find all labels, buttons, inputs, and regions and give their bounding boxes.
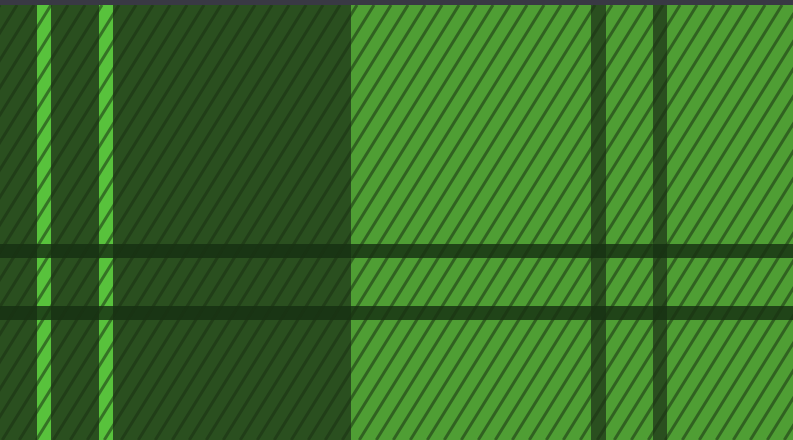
tartan-pattern xyxy=(0,5,793,440)
light-green-block xyxy=(351,5,793,440)
vertical-dark-stripe-2 xyxy=(653,5,667,440)
top-frame-border xyxy=(0,0,793,5)
dark-green-block xyxy=(0,5,351,440)
horizontal-dark-band-1 xyxy=(0,244,793,258)
vertical-bright-stripe-1 xyxy=(37,5,51,440)
vertical-dark-stripe-1 xyxy=(591,5,606,440)
vertical-bright-stripe-2 xyxy=(99,5,113,440)
horizontal-dark-band-2 xyxy=(0,306,793,320)
